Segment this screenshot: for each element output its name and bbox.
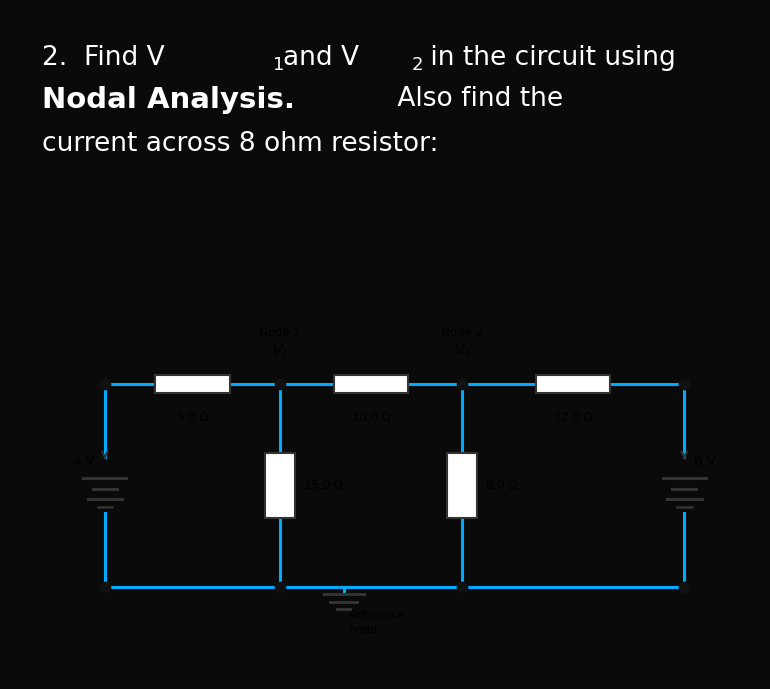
Bar <box>536 375 610 393</box>
Text: Node 1: Node 1 <box>259 326 301 339</box>
Text: Reference: Reference <box>349 610 406 620</box>
Text: 10.0 Ω: 10.0 Ω <box>352 411 390 424</box>
Text: 6 V: 6 V <box>695 455 716 468</box>
Text: 12.0 Ω: 12.0 Ω <box>554 411 593 424</box>
Point <box>456 378 468 389</box>
Bar <box>265 453 295 517</box>
Bar <box>334 375 408 393</box>
Point <box>274 378 286 389</box>
Text: Also find the: Also find the <box>389 86 563 112</box>
Point <box>274 581 286 592</box>
Text: $V_2$: $V_2$ <box>454 342 470 359</box>
Point <box>678 581 691 592</box>
Text: Nodal Analysis.: Nodal Analysis. <box>42 86 296 114</box>
Text: in the circuit using: in the circuit using <box>422 45 676 71</box>
Text: current across 8 ohm resistor:: current across 8 ohm resistor: <box>42 131 439 157</box>
Text: 5.0 Ω: 5.0 Ω <box>177 411 208 424</box>
Point <box>678 378 691 389</box>
Text: 1: 1 <box>273 56 285 74</box>
Point <box>99 581 111 592</box>
Text: 15.0 Ω: 15.0 Ω <box>303 479 343 492</box>
Bar <box>447 453 477 517</box>
Point <box>456 581 468 592</box>
Text: $V_1$: $V_1$ <box>272 342 289 359</box>
Text: Node 2: Node 2 <box>441 326 483 339</box>
Point <box>99 378 111 389</box>
Text: and V: and V <box>283 45 360 71</box>
Text: 8.0 Ω: 8.0 Ω <box>486 479 517 492</box>
Text: node: node <box>349 626 377 635</box>
Text: 2.  Find V: 2. Find V <box>42 45 165 71</box>
Text: 2: 2 <box>412 56 424 74</box>
Text: 4 V: 4 V <box>73 455 95 468</box>
Bar <box>156 375 229 393</box>
